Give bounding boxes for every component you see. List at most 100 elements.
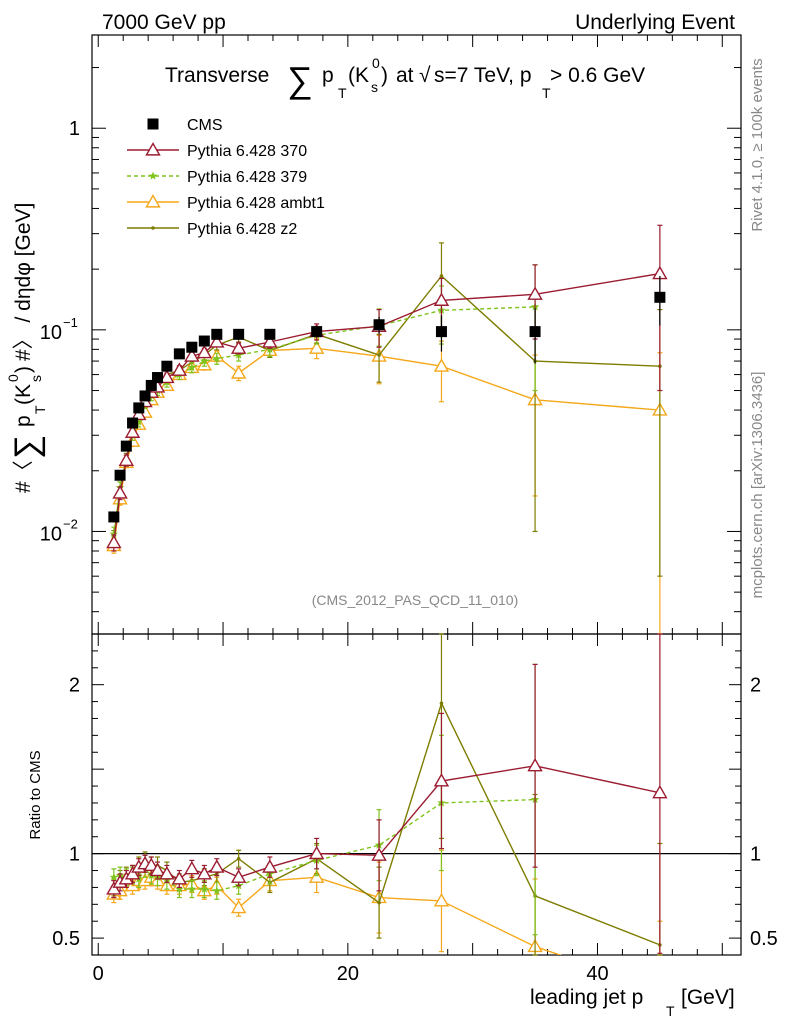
ratio-y-tick-label-right: 0.5 bbox=[750, 928, 778, 950]
triangle-marker bbox=[230, 340, 247, 354]
cms-marker bbox=[233, 328, 245, 340]
triangle-marker bbox=[308, 869, 325, 883]
series-line bbox=[113, 306, 536, 535]
svg-text:s: s bbox=[28, 375, 44, 382]
star-marker bbox=[212, 354, 222, 363]
series-line bbox=[113, 274, 660, 538]
star-marker bbox=[212, 886, 222, 895]
svg-text:T: T bbox=[338, 85, 347, 101]
triangle-marker bbox=[230, 899, 247, 914]
cms-marker bbox=[139, 390, 151, 402]
series-3 bbox=[106, 334, 668, 635]
dot-marker bbox=[439, 701, 444, 706]
ratio-series-1 bbox=[106, 633, 668, 954]
svg-text:(K: (K bbox=[348, 64, 369, 87]
y-tick-exponent: −1 bbox=[63, 315, 78, 330]
svg-text:): ) bbox=[381, 64, 388, 87]
ratio-series bbox=[106, 633, 668, 956]
cms-marker bbox=[529, 326, 541, 338]
cms-marker bbox=[654, 291, 666, 303]
legend-item: Pythia 6.428 z2 bbox=[127, 221, 297, 238]
legend-item: Pythia 6.428 379 bbox=[127, 169, 307, 186]
triangle-marker bbox=[433, 292, 450, 306]
svg-text:T: T bbox=[542, 85, 551, 101]
ratio-y-tick-label-right: 1 bbox=[750, 844, 761, 866]
cms-marker bbox=[127, 417, 139, 429]
triangle-marker bbox=[112, 485, 128, 499]
svg-text:T: T bbox=[666, 1003, 675, 1019]
series-4 bbox=[111, 242, 663, 577]
triangle-marker bbox=[106, 881, 122, 895]
svg-text:p: p bbox=[322, 64, 334, 87]
triangle-marker bbox=[145, 194, 161, 208]
x-tick-label: 40 bbox=[586, 963, 608, 985]
cms-marker bbox=[435, 326, 447, 338]
ratio-series-line bbox=[113, 701, 661, 946]
triangle-marker bbox=[230, 869, 247, 883]
svg-text:∑: ∑ bbox=[8, 435, 46, 459]
triangle-marker bbox=[527, 286, 543, 300]
triangle-marker bbox=[196, 865, 213, 880]
series-0 bbox=[108, 275, 666, 523]
svg-text:#〉 / dηdφ [GeV]: #〉 / dηdφ [GeV] bbox=[12, 203, 35, 361]
triangle-marker bbox=[209, 334, 225, 348]
triangle-marker bbox=[652, 784, 668, 799]
series-line bbox=[113, 347, 660, 546]
cms-marker bbox=[120, 440, 132, 452]
cms-marker bbox=[186, 341, 198, 353]
cms-marker bbox=[211, 328, 223, 340]
rivet-label: Rivet 4.1.0, ≥ 100k events bbox=[749, 58, 766, 231]
triangle-marker bbox=[209, 859, 225, 873]
cms-marker bbox=[264, 328, 276, 340]
series-line bbox=[113, 272, 661, 543]
cms-marker bbox=[173, 348, 185, 360]
svg-text:> 0.6 GeV: > 0.6 GeV bbox=[550, 64, 645, 87]
star-marker bbox=[109, 872, 119, 881]
svg-text:): ) bbox=[12, 366, 35, 373]
triangle-marker bbox=[145, 142, 161, 156]
ratio-plot-frame bbox=[91, 633, 742, 956]
cms-marker bbox=[108, 511, 120, 523]
x-tick-label: 20 bbox=[337, 963, 359, 985]
ratio-series-2 bbox=[109, 663, 540, 936]
legend-label: Pythia 6.428 370 bbox=[187, 143, 307, 160]
triangle-marker bbox=[131, 406, 147, 421]
triangle-marker bbox=[143, 857, 159, 872]
star-marker bbox=[175, 884, 184, 893]
triangle-marker bbox=[196, 344, 213, 359]
star-marker bbox=[148, 171, 158, 180]
y-axis-label: #〈 ∑ p T (K 0 s ) #〉 / dηdφ [GeV] bbox=[5, 203, 48, 493]
main-series bbox=[106, 224, 668, 635]
triangle-marker bbox=[230, 365, 247, 379]
star-marker bbox=[265, 344, 275, 353]
legend: CMS Pythia 6.428 370 Pythia 6.428 379 Pythi… bbox=[127, 117, 325, 238]
main-axes: 10 −210 −11 bbox=[40, 35, 741, 634]
svg-text:0: 0 bbox=[5, 374, 21, 382]
y-tick-exponent: −2 bbox=[63, 516, 78, 531]
svg-text:at: at bbox=[396, 64, 414, 87]
ratio-y-tick-label: 2 bbox=[69, 675, 80, 697]
legend-label: Pythia 6.428 z2 bbox=[187, 221, 297, 238]
cms-marker bbox=[311, 326, 323, 338]
star-marker bbox=[200, 356, 209, 365]
svg-text:s: s bbox=[371, 79, 378, 95]
triangle-marker bbox=[171, 362, 188, 376]
triangle-marker bbox=[184, 860, 200, 875]
svg-text:[GeV]: [GeV] bbox=[681, 986, 735, 1009]
triangle-marker bbox=[171, 871, 188, 885]
cms-marker bbox=[161, 360, 173, 372]
legend-label: Pythia 6.428 379 bbox=[187, 169, 307, 186]
legend-item: CMS bbox=[147, 117, 223, 134]
triangle-marker bbox=[159, 865, 175, 880]
dot-marker bbox=[236, 856, 241, 861]
header-right: Underlying Event bbox=[575, 11, 735, 34]
ratio-y-tick-label-right: 2 bbox=[750, 675, 761, 697]
cms-marker bbox=[198, 335, 210, 347]
ratio-series-line bbox=[113, 876, 563, 955]
legend-label: Pythia 6.428 ambt1 bbox=[187, 195, 325, 212]
triangle-marker bbox=[433, 893, 450, 907]
triangle-marker bbox=[124, 424, 141, 438]
svg-text:√: √ bbox=[419, 64, 431, 87]
legend-item: Pythia 6.428 370 bbox=[127, 142, 307, 160]
